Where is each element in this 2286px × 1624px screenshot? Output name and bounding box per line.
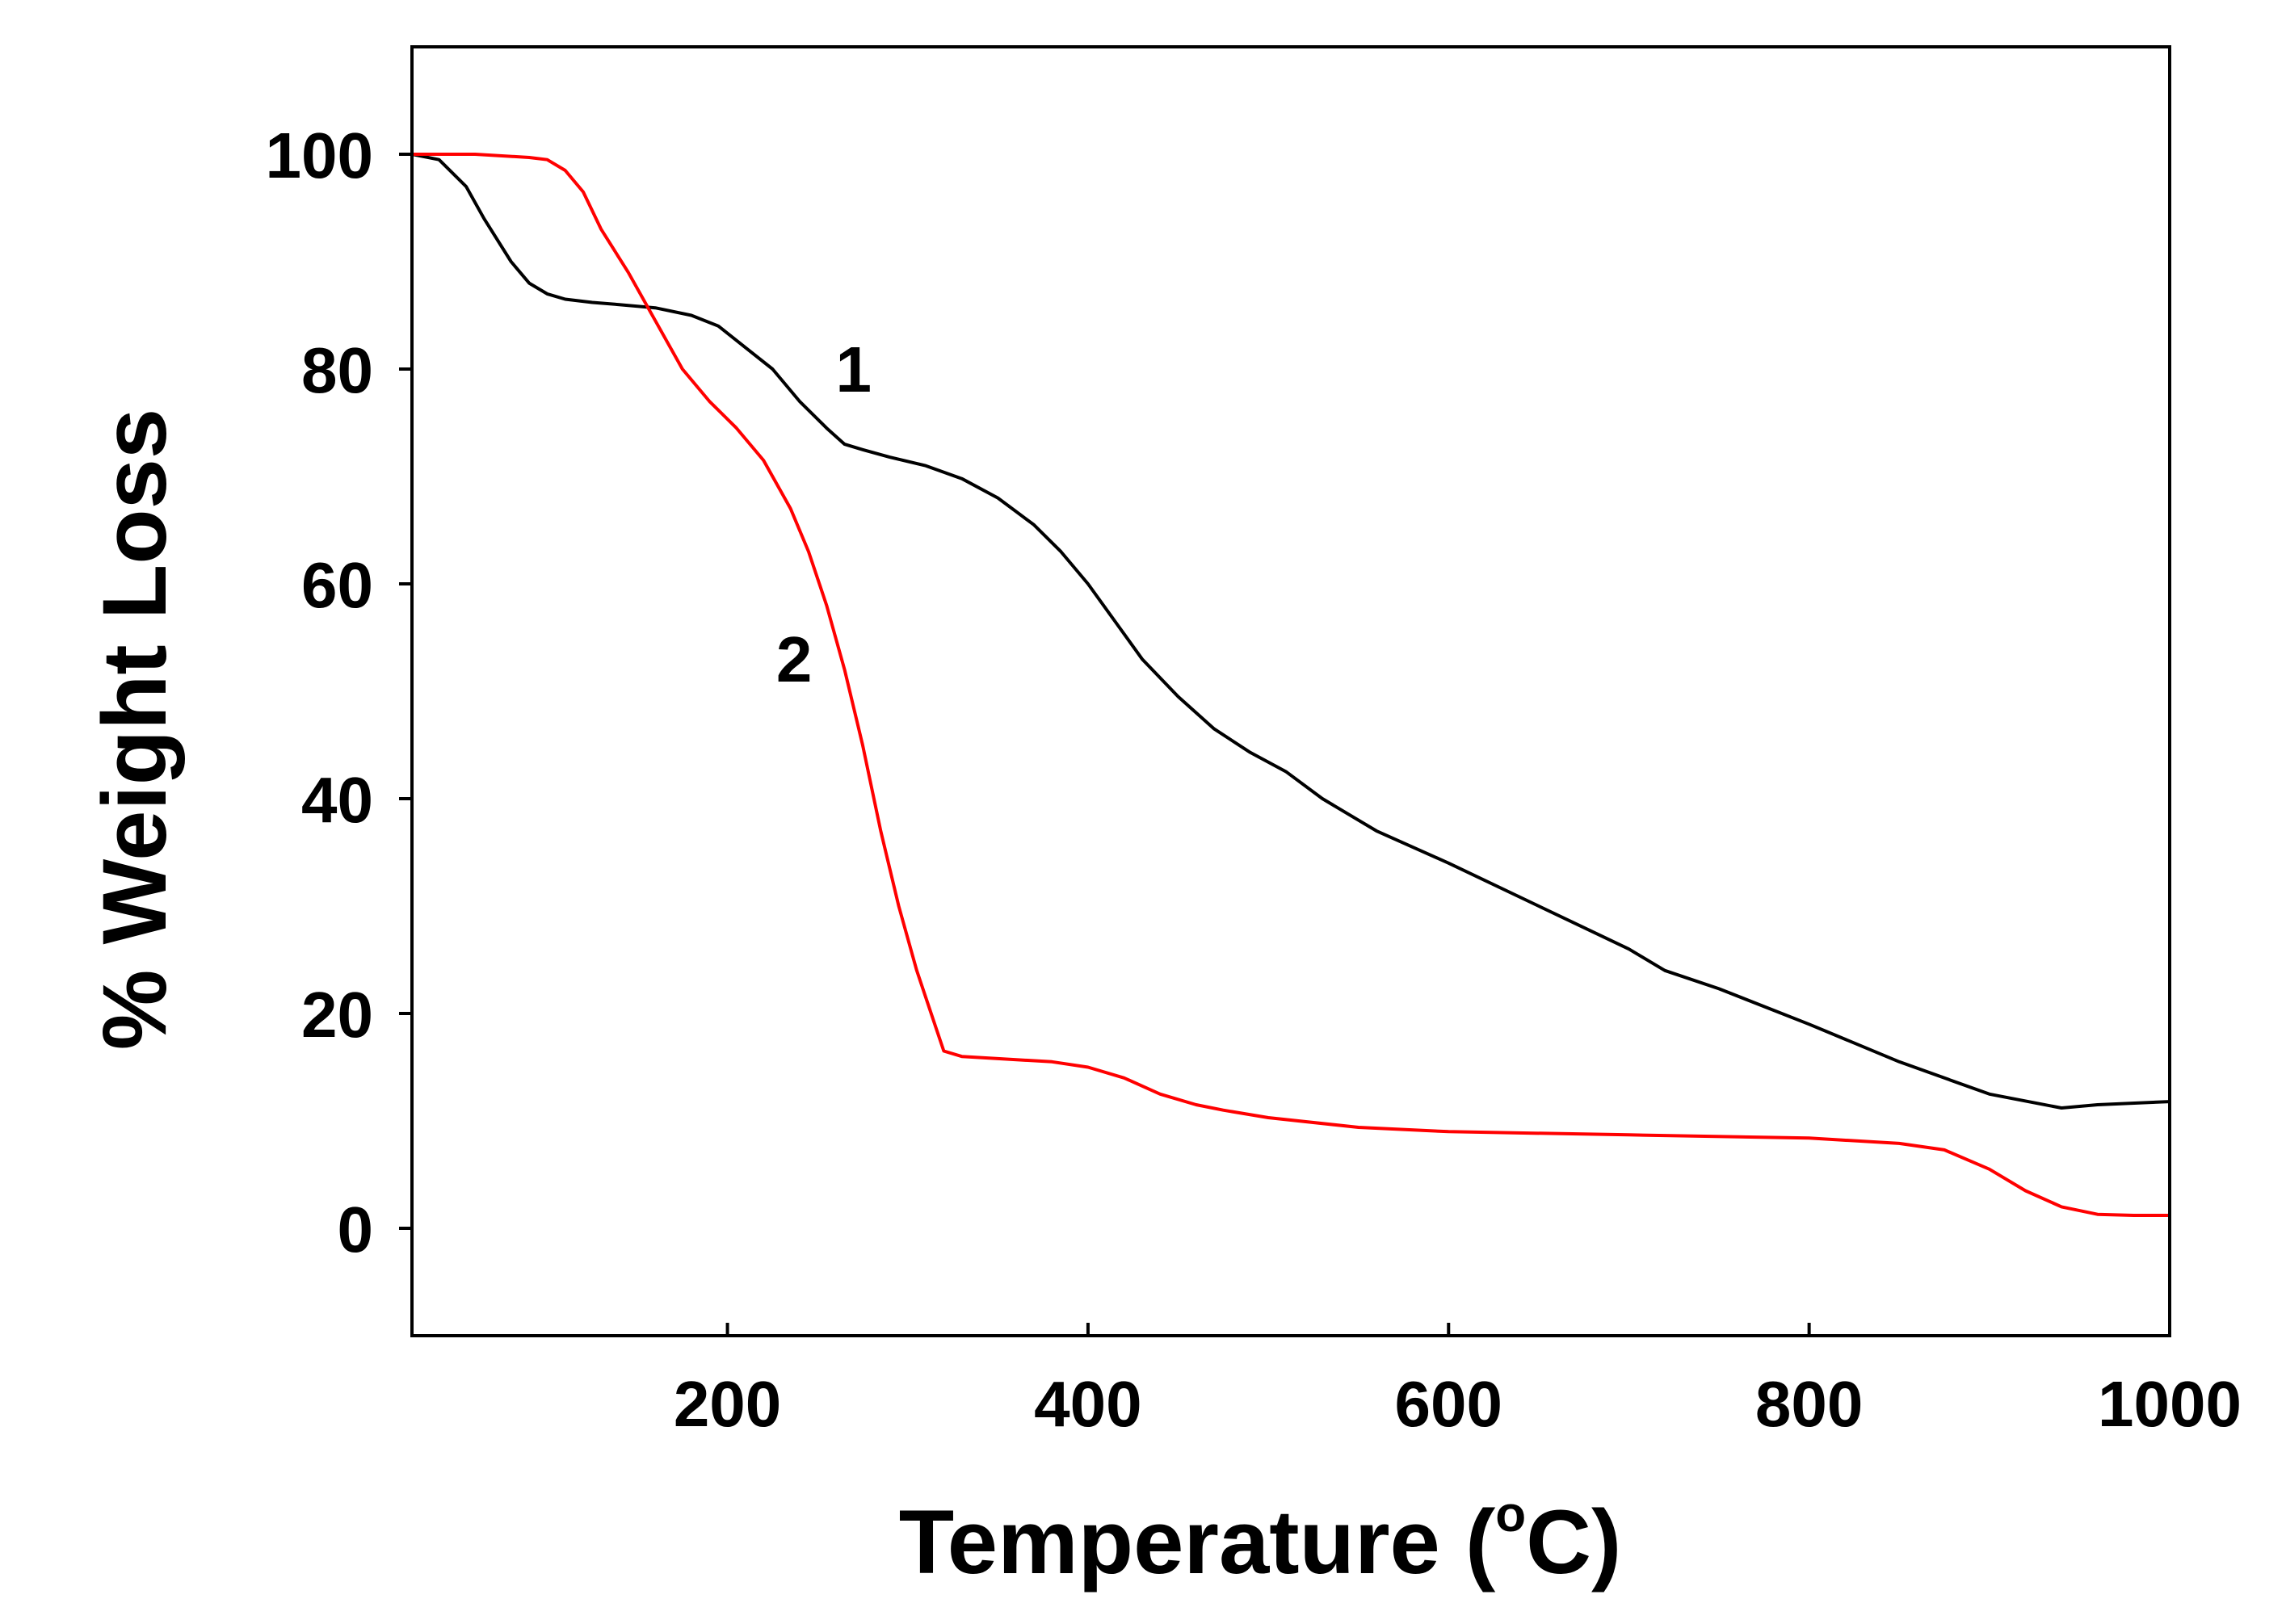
series-2-line: [410, 153, 2171, 1217]
series-1-line: [410, 153, 2171, 1110]
y-tick-label-100: 100: [266, 120, 373, 191]
y-axis-title: % Weight Loss: [84, 409, 185, 1050]
annotations-layer: 12: [776, 334, 872, 695]
plot-frame: [410, 45, 2171, 1337]
y-tick-label-0: 0: [338, 1194, 374, 1265]
curve-label-1: 1: [836, 334, 872, 405]
x-tick-label-600: 600: [1395, 1368, 1502, 1440]
y-tick-label-80: 80: [301, 334, 373, 406]
x-axis-title: Temperature (oC): [899, 1487, 1622, 1593]
x-axis-title-degree: o: [1495, 1487, 1526, 1542]
y-tick-label-40: 40: [301, 764, 373, 836]
y-tick-label-60: 60: [301, 549, 373, 621]
x-axis-title-suffix: C): [1526, 1492, 1621, 1593]
ticks-layer: 200 400 600 800 1000 0 20 40 60 80 100: [266, 120, 2242, 1440]
curve-label-2: 2: [776, 623, 813, 695]
x-tick-label-200: 200: [674, 1368, 781, 1440]
x-tick-label-1000: 1000: [2098, 1368, 2242, 1440]
x-axis-title-text: Temperature (: [899, 1492, 1496, 1593]
x-tick-label-800: 800: [1755, 1368, 1863, 1440]
x-tick-label-400: 400: [1034, 1368, 1141, 1440]
y-tick-label-20: 20: [301, 979, 373, 1051]
curves-layer: [410, 153, 2171, 1217]
